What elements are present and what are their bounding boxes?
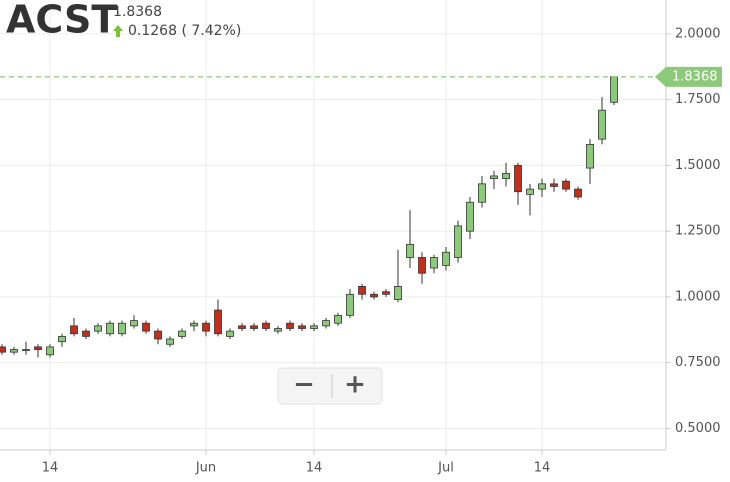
candle-body <box>466 201 474 232</box>
y-tick-label: 0.5000 <box>675 421 721 436</box>
candle-body <box>562 180 570 190</box>
candle-body <box>238 325 246 329</box>
y-tick-label: 2.0000 <box>675 26 721 41</box>
zoom-control: − + <box>277 367 383 405</box>
candle-body <box>502 172 510 179</box>
candle-body <box>586 143 594 169</box>
candle-body <box>94 325 102 332</box>
last-price: 1.8368 <box>113 4 162 20</box>
candle-body <box>298 325 306 329</box>
candle-body <box>322 320 330 327</box>
y-tick-label: 1.0000 <box>675 289 721 304</box>
candle-body <box>262 322 270 329</box>
change-percent: ( 7.42%) <box>181 23 241 39</box>
axes: 0.5000 0.7500 1.0000 1.2500 1.5000 1.7500 2.00… <box>42 26 722 476</box>
candle-body <box>406 243 414 258</box>
candle-body <box>214 309 222 335</box>
candle-body <box>46 346 54 356</box>
candle-body <box>274 328 282 332</box>
candle-body <box>82 330 90 337</box>
candle-body <box>166 338 174 345</box>
candle-body <box>334 314 342 324</box>
candle-body <box>154 330 162 340</box>
candle-body <box>34 346 42 350</box>
x-tick-label: Jul <box>437 461 454 476</box>
candle-body <box>418 257 426 274</box>
candle-body <box>478 183 486 203</box>
y-tick-label: 1.7500 <box>675 92 721 107</box>
change: 0.1268 ( 7.42%) <box>128 23 241 39</box>
candle-body <box>250 325 258 329</box>
candle-body <box>130 320 138 327</box>
candles <box>0 76 656 358</box>
x-tick-label: 14 <box>534 461 551 476</box>
change-value: 0.1268 <box>128 23 177 39</box>
candle-body <box>442 251 450 266</box>
candle-body <box>490 175 498 179</box>
chart-title: ACST <box>6 0 117 42</box>
candle-body <box>0 346 6 353</box>
candle-body <box>22 349 30 351</box>
candle-body <box>106 322 114 335</box>
candle-body <box>178 330 186 337</box>
y-tick-label: 0.7500 <box>675 355 721 370</box>
candle-body <box>142 322 150 332</box>
x-tick-label: Jun <box>195 461 216 476</box>
candle-body <box>226 330 234 337</box>
candle-body <box>10 349 18 353</box>
candle-body <box>190 322 198 327</box>
candle-body <box>394 286 402 300</box>
candle-body <box>538 183 546 190</box>
candle-body <box>358 286 366 295</box>
candle-body <box>286 322 294 329</box>
candle-body <box>550 183 558 187</box>
up-arrow <box>113 25 123 37</box>
candle-body <box>118 322 126 335</box>
x-tick-label: 14 <box>42 461 59 476</box>
candle-body <box>382 291 390 295</box>
candle-body <box>202 322 210 332</box>
candle-body <box>574 188 582 198</box>
last-price-badge <box>655 66 722 87</box>
candle-body <box>346 293 354 316</box>
candle-body <box>70 325 78 335</box>
candle-body <box>598 109 606 140</box>
candle-body <box>514 165 522 193</box>
zoom-in[interactable]: + <box>344 370 366 400</box>
x-tick-label: 14 <box>306 461 323 476</box>
y-tick-label: 1.2500 <box>675 224 721 239</box>
last-price-label: 1.8368 <box>672 69 718 84</box>
zoom-out[interactable]: − <box>293 370 315 400</box>
candle-body <box>610 76 618 103</box>
y-tick-label: 1.5000 <box>675 158 721 173</box>
zoom-panel <box>277 367 383 405</box>
candle-body <box>526 188 534 195</box>
candle-body <box>310 325 318 329</box>
candle-body <box>370 293 378 298</box>
candle-body <box>58 335 66 343</box>
candle-body <box>454 225 462 258</box>
candle-body <box>430 257 438 269</box>
